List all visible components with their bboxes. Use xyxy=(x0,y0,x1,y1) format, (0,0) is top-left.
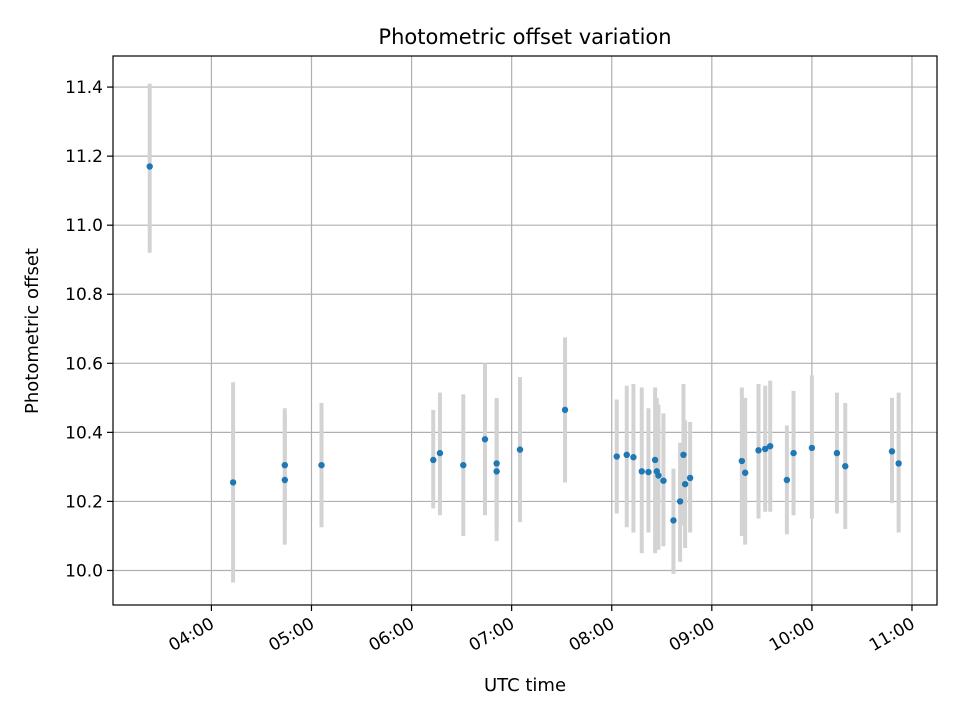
data-point xyxy=(676,498,684,505)
y-axis-ticks: 10.0 10.2 10.4 10.6 10.8 11.0 11.2 11.4 xyxy=(65,78,113,581)
data-point xyxy=(436,449,444,457)
data-point xyxy=(738,457,746,465)
x-tick-label: 04:00 xyxy=(165,614,217,656)
x-tick-label: 07:00 xyxy=(466,614,518,656)
data-point xyxy=(561,406,569,414)
data-point xyxy=(281,461,289,469)
data-point xyxy=(681,480,689,488)
data-point xyxy=(516,446,524,453)
x-tick-label: 09:00 xyxy=(666,614,718,656)
y-tick-label: 11.4 xyxy=(65,78,103,98)
y-tick-label: 11.2 xyxy=(65,147,103,167)
y-tick-label: 10.8 xyxy=(65,285,103,305)
data-point xyxy=(281,476,289,484)
data-point xyxy=(895,460,902,467)
data-point xyxy=(766,442,774,450)
data-point xyxy=(146,163,153,170)
data-point xyxy=(493,460,500,467)
x-tick-label: 11:00 xyxy=(866,614,918,656)
data-point xyxy=(790,449,797,457)
y-tick-label: 10.2 xyxy=(65,492,103,512)
data-point xyxy=(680,451,687,459)
data-point xyxy=(630,454,637,461)
x-axis-ticks: 04:00 05:00 06:00 07:00 08:00 09:00 10:00 11:00 xyxy=(165,605,918,656)
data-point xyxy=(493,468,500,475)
data-point xyxy=(761,445,769,453)
data-point xyxy=(741,469,749,476)
x-axis-title: UTC time xyxy=(484,675,566,696)
y-tick-label: 10.0 xyxy=(65,561,103,581)
data-point xyxy=(833,449,841,457)
data-point xyxy=(686,474,694,482)
y-tick-label: 10.6 xyxy=(65,354,103,374)
y-tick-label: 10.4 xyxy=(65,423,103,443)
data-point xyxy=(229,479,237,486)
x-tick-label: 08:00 xyxy=(566,614,618,656)
y-tick-label: 11.0 xyxy=(65,216,103,236)
errorbars xyxy=(147,83,901,583)
plot-frame xyxy=(112,55,938,606)
data-point xyxy=(623,451,630,459)
data-point xyxy=(430,456,437,464)
data-point xyxy=(645,468,652,476)
data-point xyxy=(670,517,677,524)
x-tick-label: 06:00 xyxy=(366,614,418,656)
data-point xyxy=(651,456,659,464)
x-tick-label: 10:00 xyxy=(766,614,818,656)
data-points xyxy=(146,163,902,524)
data-point xyxy=(638,468,645,475)
data-point xyxy=(655,472,662,479)
data-point xyxy=(888,448,896,455)
grid xyxy=(113,56,937,605)
data-point xyxy=(660,477,667,484)
data-point xyxy=(808,444,816,452)
data-point xyxy=(460,461,467,469)
data-point xyxy=(783,476,791,484)
data-point xyxy=(755,447,762,454)
y-axis-title: Photometric offset xyxy=(22,248,43,414)
data-point xyxy=(318,461,325,469)
data-point xyxy=(613,453,620,460)
data-point xyxy=(842,462,849,470)
chart-title: Photometric offset variation xyxy=(378,25,671,49)
data-point xyxy=(481,436,489,443)
x-tick-label: 05:00 xyxy=(266,614,318,656)
